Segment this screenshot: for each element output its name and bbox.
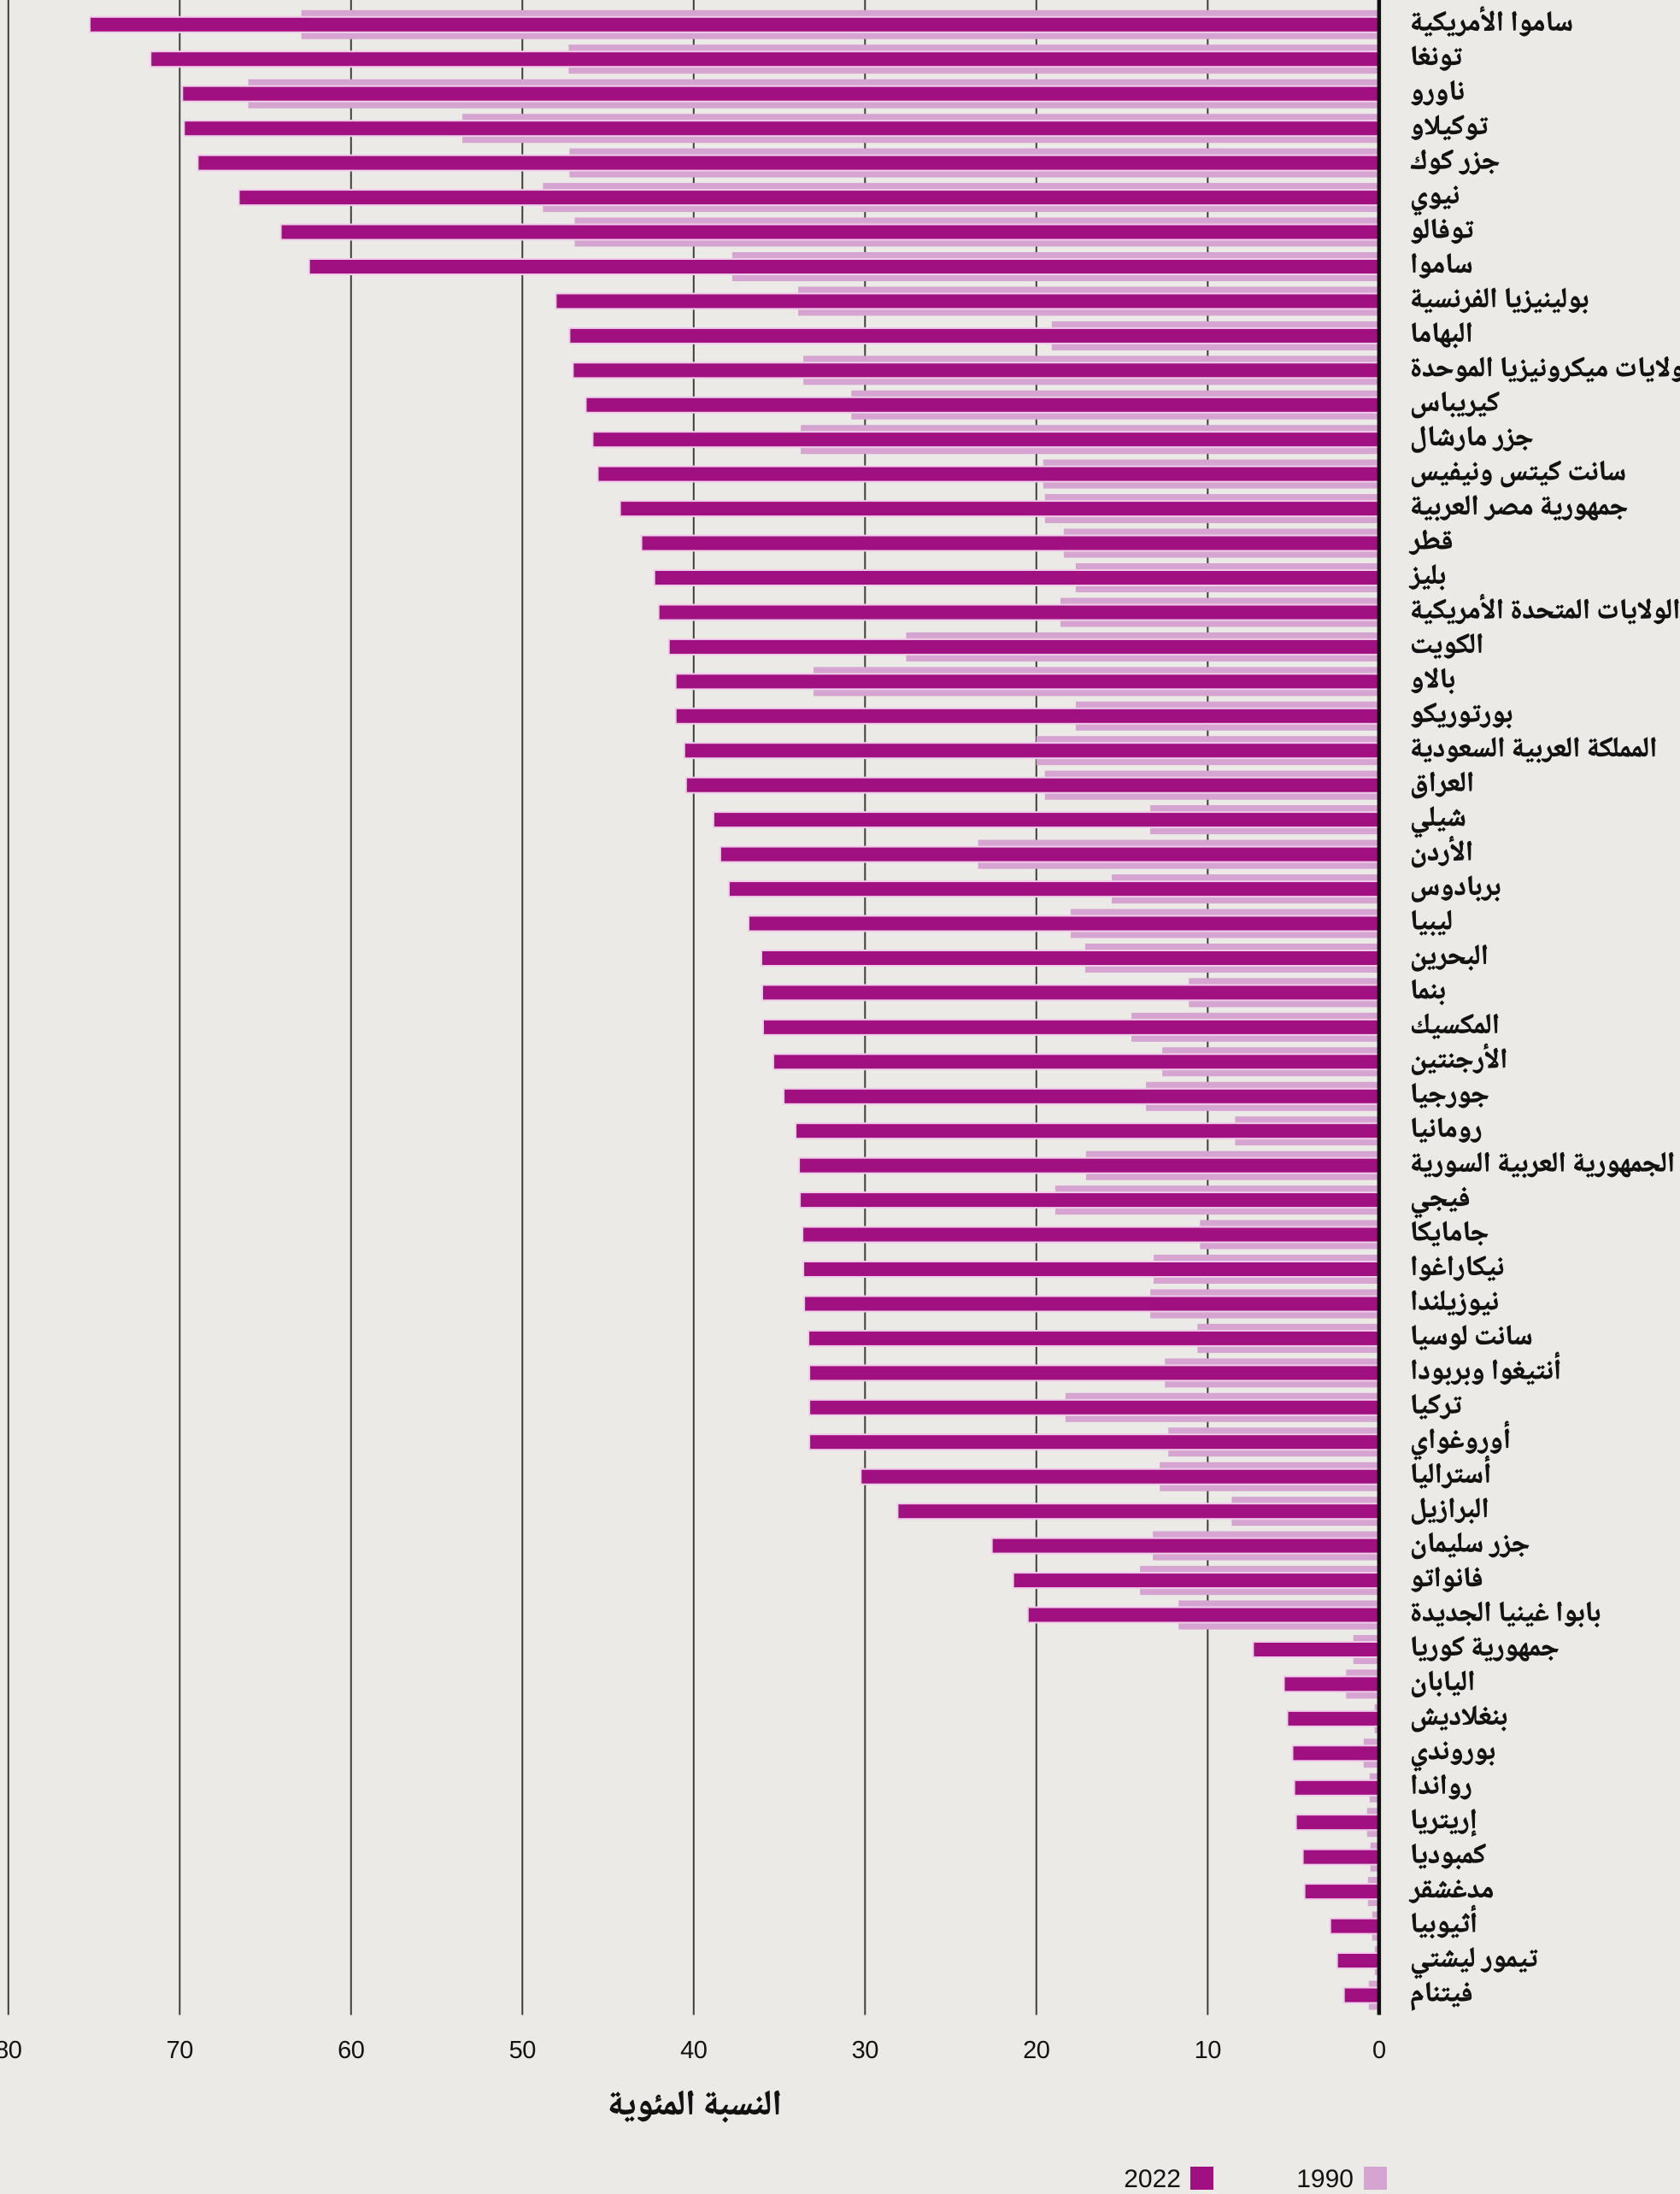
svg-text:40: 40 [680,2037,707,2064]
svg-text:2022: 2022 [1124,2165,1181,2190]
svg-text:10: 10 [1195,2037,1221,2064]
svg-text:50: 50 [509,2037,536,2064]
svg-text:30: 30 [852,2037,878,2064]
svg-text:80: 80 [0,2037,21,2064]
svg-text:60: 60 [338,2037,364,2064]
svg-text:1990: 1990 [1296,2165,1354,2190]
svg-text:0: 0 [1372,2037,1386,2064]
svg-text:20: 20 [1023,2037,1049,2064]
svg-text:70: 70 [167,2037,193,2064]
